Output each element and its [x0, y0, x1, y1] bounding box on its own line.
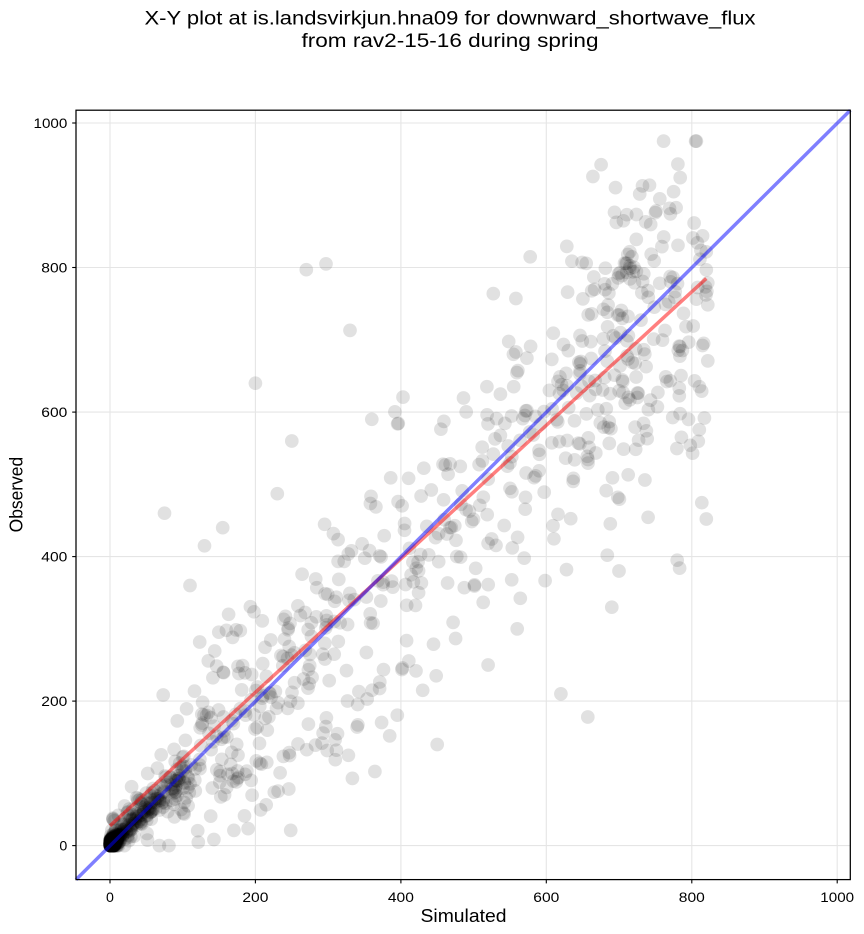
svg-text:Simulated: Simulated: [421, 905, 507, 926]
svg-text:1000: 1000: [34, 115, 68, 131]
svg-text:0: 0: [106, 889, 114, 905]
svg-text:0: 0: [59, 838, 67, 854]
svg-text:1000: 1000: [820, 889, 854, 905]
svg-text:Observed: Observed: [7, 457, 27, 532]
svg-text:200: 200: [242, 889, 268, 905]
svg-text:X-Y plot at is.landsvirkjun.hn: X-Y plot at is.landsvirkjun.hna09 for do…: [145, 8, 757, 29]
svg-text:from rav2-15-16 during spring: from rav2-15-16 during spring: [302, 31, 599, 52]
svg-text:800: 800: [679, 889, 705, 905]
svg-text:400: 400: [41, 549, 67, 565]
svg-text:600: 600: [533, 889, 559, 905]
svg-text:600: 600: [41, 404, 67, 420]
svg-text:800: 800: [41, 260, 67, 276]
svg-text:200: 200: [41, 693, 67, 709]
svg-text:400: 400: [388, 889, 414, 905]
